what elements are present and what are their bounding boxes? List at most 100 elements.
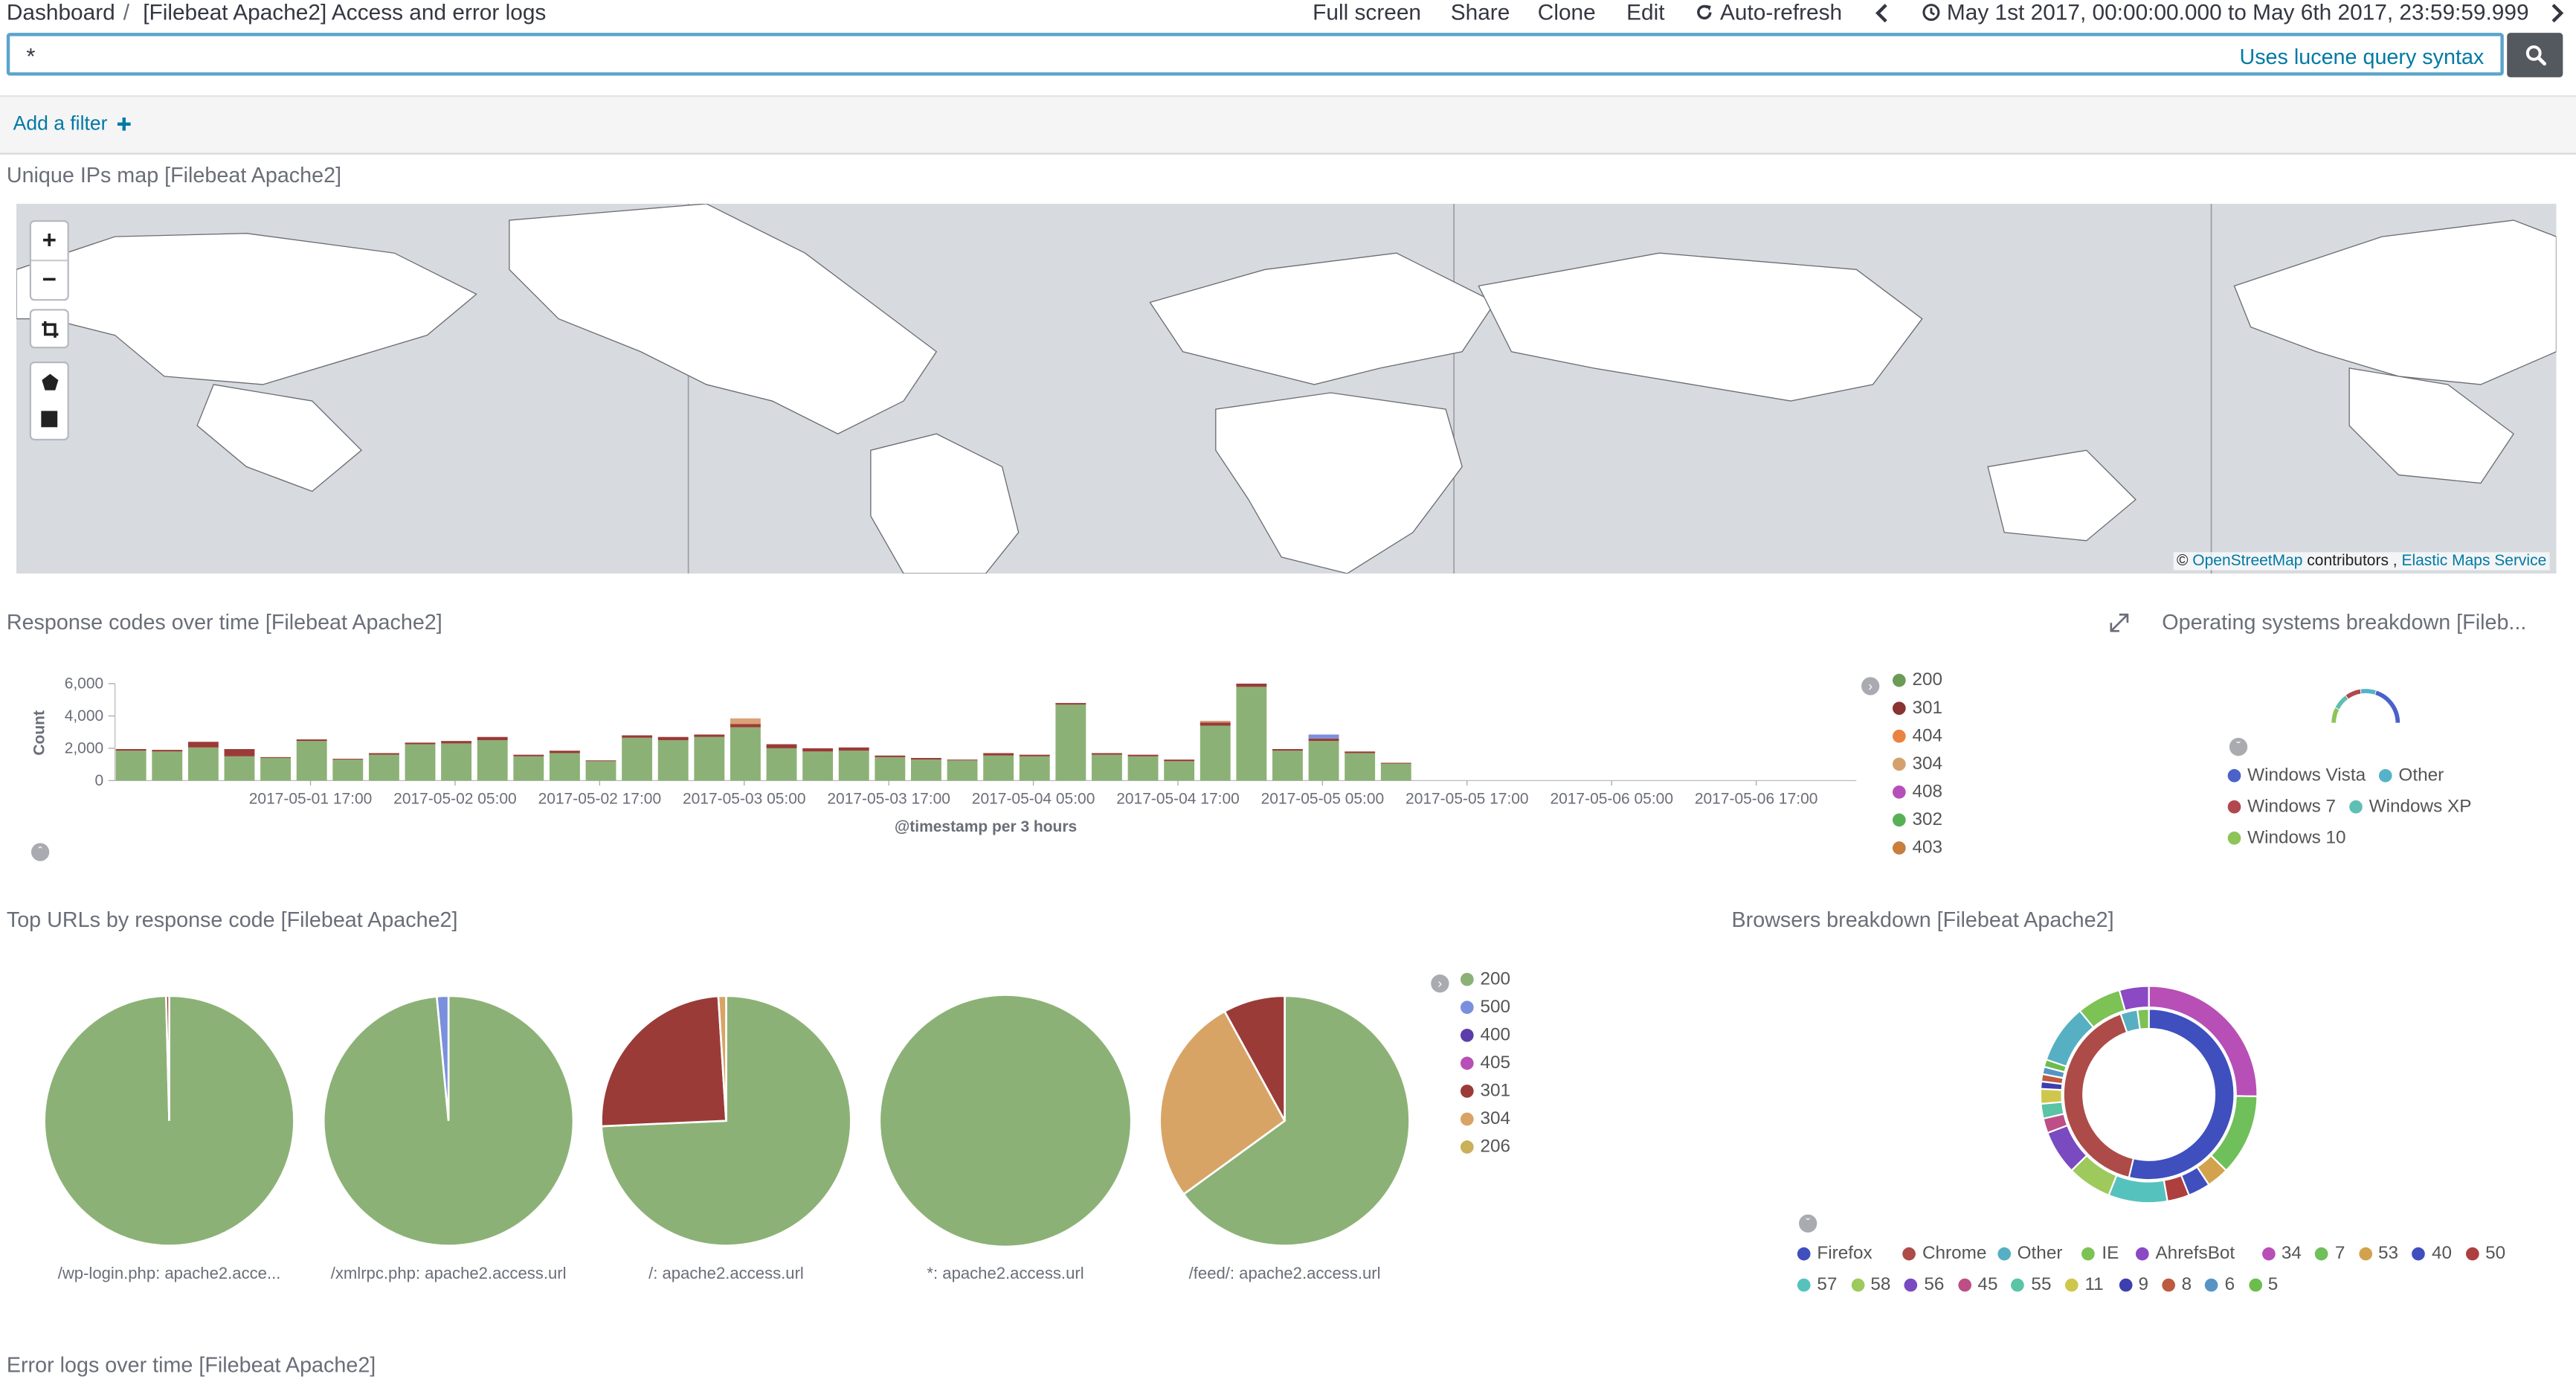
bar-segment-200[interactable] [477, 740, 508, 781]
draw-rectangle-button[interactable] [31, 401, 68, 439]
top-urls-legend-item[interactable]: 200 [1460, 969, 1510, 989]
bar-segment-301[interactable] [441, 741, 472, 744]
os-legend-item[interactable]: Windows 10 [2227, 828, 2346, 848]
os-legend-toggle-icon[interactable]: ˇ [2229, 737, 2248, 757]
bar-segment-200[interactable] [1019, 756, 1050, 781]
os-donut-chart[interactable] [2326, 684, 2405, 762]
response-codes-legend-item[interactable]: 200 [1892, 670, 1942, 690]
browsers-legend-item[interactable]: 55 [2011, 1275, 2051, 1295]
bar-segment-200[interactable] [332, 759, 364, 781]
browsers-legend-item[interactable]: Firefox [1797, 1244, 1873, 1264]
bar-segment-200[interactable] [1164, 761, 1195, 781]
bar-segment-200[interactable] [730, 727, 761, 781]
browsers-legend-item[interactable]: 5 [2248, 1275, 2278, 1295]
bar-segment-301[interactable] [766, 744, 797, 748]
openstreetmap-link[interactable]: OpenStreetMap [2192, 552, 2303, 571]
bar-segment-301[interactable] [838, 747, 869, 751]
share-button[interactable]: Share [1450, 0, 1510, 25]
pie-slice-301[interactable] [1223, 995, 1286, 1122]
bar-segment-200[interactable] [1236, 687, 1267, 781]
expand-panel-icon[interactable] [2110, 613, 2130, 633]
lucene-syntax-link[interactable]: Uses lucene query syntax [2239, 44, 2485, 69]
bar-segment-200[interactable] [260, 757, 292, 781]
donut-slice-AhrefsBot[interactable] [2118, 985, 2150, 1012]
bar-segment-301[interactable] [513, 754, 544, 757]
browsers-legend-item[interactable]: 8 [2162, 1275, 2192, 1295]
pie-slice-301[interactable] [164, 995, 170, 1121]
browsers-legend-item[interactable]: Chrome [1902, 1244, 1986, 1264]
browsers-legend-item[interactable]: 53 [2358, 1244, 2398, 1264]
browsers-legend-item[interactable]: 11 [2064, 1275, 2104, 1295]
bar-segment-200[interactable] [947, 760, 978, 781]
bar-segment-200[interactable] [766, 748, 797, 781]
clone-button[interactable]: Clone [1537, 0, 1596, 25]
bar-segment-301[interactable] [1164, 759, 1195, 762]
edit-button[interactable]: Edit [1626, 0, 1665, 25]
response-codes-legend-item[interactable]: 404 [1892, 726, 1942, 746]
pie-legend-toggle-icon[interactable]: › [1431, 974, 1449, 993]
bar-segment-301[interactable] [911, 757, 941, 760]
search-button[interactable] [2507, 33, 2563, 77]
bar-segment-301[interactable] [1055, 703, 1086, 705]
response-codes-legend-item[interactable]: 403 [1892, 838, 1942, 858]
bar-segment-200[interactable] [115, 751, 146, 781]
browsers-legend-item[interactable]: 45 [1957, 1275, 1997, 1295]
bar-segment-200[interactable] [1127, 756, 1159, 781]
pie-slice-500[interactable] [435, 995, 450, 1121]
bar-segment-304[interactable] [730, 718, 761, 724]
breadcrumb-dashboard-link[interactable]: Dashboard [6, 0, 115, 25]
donut-slice-IE[interactable] [2136, 1008, 2150, 1031]
donut-slice-11[interactable] [2039, 1088, 2064, 1105]
bar-segment-301[interactable] [875, 755, 906, 757]
pie-slice-301[interactable] [600, 995, 727, 1128]
response-codes-chart[interactable]: Count 0 2,000 4,000 6,000 2017-05-01 17:00 201… [0, 658, 1857, 841]
top-urls-legend-item[interactable]: 206 [1460, 1137, 1510, 1157]
bar-segment-404[interactable] [730, 723, 761, 725]
browsers-legend-item[interactable]: 34 [2261, 1244, 2302, 1264]
os-slice-Windows 10[interactable] [2331, 707, 2340, 724]
bar-segment-200[interactable] [187, 747, 219, 781]
bar-segment-301[interactable] [1308, 738, 1339, 742]
bar-segment-200[interactable] [622, 737, 653, 781]
browsers-legend-item[interactable]: 7 [2315, 1244, 2345, 1264]
bar-segment-200[interactable] [657, 740, 689, 781]
bar-segment-301[interactable] [657, 736, 689, 741]
query-input[interactable]: * Uses lucene query syntax [6, 33, 2504, 76]
bar-segment-200[interactable] [1200, 725, 1231, 781]
bar-segment-301[interactable] [296, 739, 327, 742]
bar-segment-200[interactable] [441, 743, 472, 781]
bar-segment-200[interactable] [513, 756, 544, 781]
bar-segment-301[interactable] [405, 742, 436, 745]
top-urls-legend-item[interactable]: 301 [1460, 1082, 1510, 1101]
bar-segment-301[interactable] [983, 753, 1014, 756]
top-urls-legend-item[interactable]: 500 [1460, 998, 1510, 1017]
bar-segment-200[interactable] [911, 759, 941, 781]
bar-segment-301[interactable] [260, 757, 292, 758]
bar-segment-301[interactable] [368, 753, 399, 755]
bar-segment-301[interactable] [1272, 749, 1303, 751]
legend-toggle-right-icon[interactable]: › [1861, 677, 1880, 696]
os-slice-Windows XP[interactable] [2334, 694, 2349, 710]
bar-segment-200[interactable] [1272, 751, 1303, 781]
bar-segment-301[interactable] [1380, 762, 1411, 764]
browsers-legend-item[interactable]: 9 [2118, 1275, 2148, 1295]
bar-segment-200[interactable] [405, 744, 436, 781]
pie-slice-304[interactable] [717, 995, 727, 1121]
browsers-legend-toggle-icon[interactable]: ˇ [1799, 1214, 1817, 1233]
top-urls-legend-item[interactable]: 400 [1460, 1026, 1510, 1045]
bar-segment-200[interactable] [983, 755, 1014, 781]
browsers-legend-item[interactable]: Other [1997, 1244, 2062, 1264]
top-urls-legend-item[interactable]: 304 [1460, 1109, 1510, 1129]
bar-segment-200[interactable] [1380, 763, 1411, 781]
bar-segment-200[interactable] [1055, 704, 1086, 781]
os-legend-item[interactable]: Windows XP [2349, 797, 2471, 817]
browsers-legend-item[interactable]: 40 [2412, 1244, 2452, 1264]
draw-polygon-button[interactable] [31, 363, 68, 401]
auto-refresh-button[interactable]: Auto-refresh [1696, 0, 1842, 25]
response-codes-legend-item[interactable]: 302 [1892, 810, 1942, 830]
response-codes-legend-item[interactable]: 304 [1892, 754, 1942, 774]
browsers-legend-item[interactable]: 57 [1797, 1275, 1837, 1295]
chevron-left-icon[interactable] [1875, 3, 1891, 23]
chevron-right-icon[interactable] [2548, 3, 2564, 23]
bar-segment-301[interactable] [152, 750, 183, 752]
